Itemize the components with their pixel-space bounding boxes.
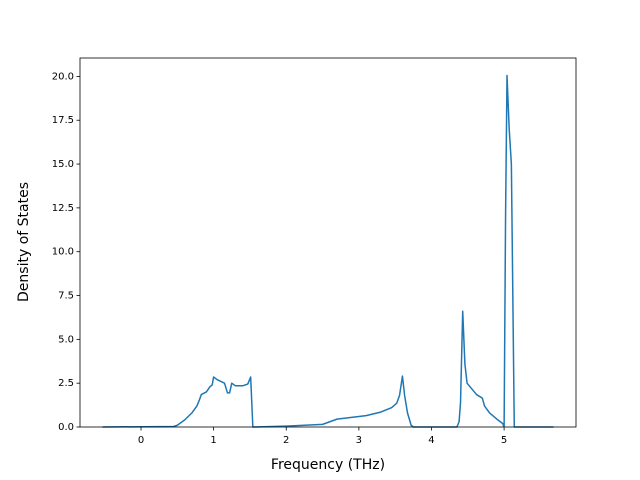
y-tick-label: 20.0	[52, 71, 74, 82]
line-series	[102, 74, 554, 428]
x-axis-label: Frequency (THz)	[271, 457, 385, 473]
x-tick-label: 3	[356, 435, 362, 446]
y-tick-label: 5.0	[58, 334, 74, 345]
x-tick-label: 1	[210, 435, 216, 446]
y-tick-label: 7.5	[58, 291, 74, 302]
y-tick-label: 10.0	[52, 247, 74, 258]
y-axis-label: Density of States	[16, 182, 32, 302]
y-tick-label: 0.0	[58, 422, 74, 433]
y-tick-label: 15.0	[52, 159, 74, 170]
axes-frame	[79, 57, 577, 428]
y-tick-label: 17.5	[52, 115, 74, 126]
y-tick-label: 12.5	[52, 203, 74, 214]
y-tick-label: 2.5	[58, 378, 74, 389]
x-tick-label: 0	[138, 435, 144, 446]
x-tick-label: 2	[283, 435, 289, 446]
x-tick-label: 5	[501, 435, 507, 446]
x-tick-label: 4	[428, 435, 434, 446]
